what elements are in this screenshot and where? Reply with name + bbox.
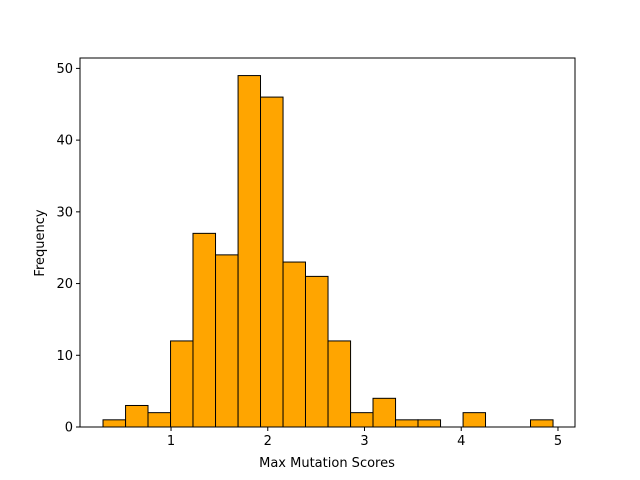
bar — [237, 75, 262, 428]
y-tick-label: 30 — [56, 205, 73, 220]
bar — [125, 404, 149, 428]
bar — [350, 412, 374, 428]
x-tick-label: 2 — [264, 434, 272, 449]
y-tick-label: 50 — [56, 62, 73, 77]
x-axis-label: Max Mutation Scores — [259, 456, 395, 471]
bar — [102, 419, 127, 428]
x-tick-label: 4 — [457, 434, 465, 449]
x-tick-label: 1 — [167, 434, 175, 449]
bar — [417, 419, 442, 428]
bar — [462, 412, 487, 428]
x-tick-label: 3 — [360, 434, 368, 449]
y-tick-label: 10 — [56, 349, 73, 364]
bar — [395, 419, 419, 428]
y-tick-label: 0 — [65, 421, 73, 436]
bar — [372, 397, 397, 428]
bar — [282, 261, 306, 428]
y-tick-label: 40 — [56, 134, 73, 149]
y-tick-label: 20 — [56, 277, 73, 292]
bar — [170, 340, 194, 428]
bar — [304, 275, 329, 428]
bar — [260, 96, 284, 428]
x-tick-label: 5 — [554, 434, 562, 449]
bar — [215, 254, 239, 428]
bar — [530, 419, 554, 428]
y-axis-label: Frequency — [33, 209, 48, 276]
bar — [327, 340, 352, 428]
plot-frame — [79, 57, 576, 428]
bar — [147, 412, 172, 428]
bar — [192, 232, 217, 428]
